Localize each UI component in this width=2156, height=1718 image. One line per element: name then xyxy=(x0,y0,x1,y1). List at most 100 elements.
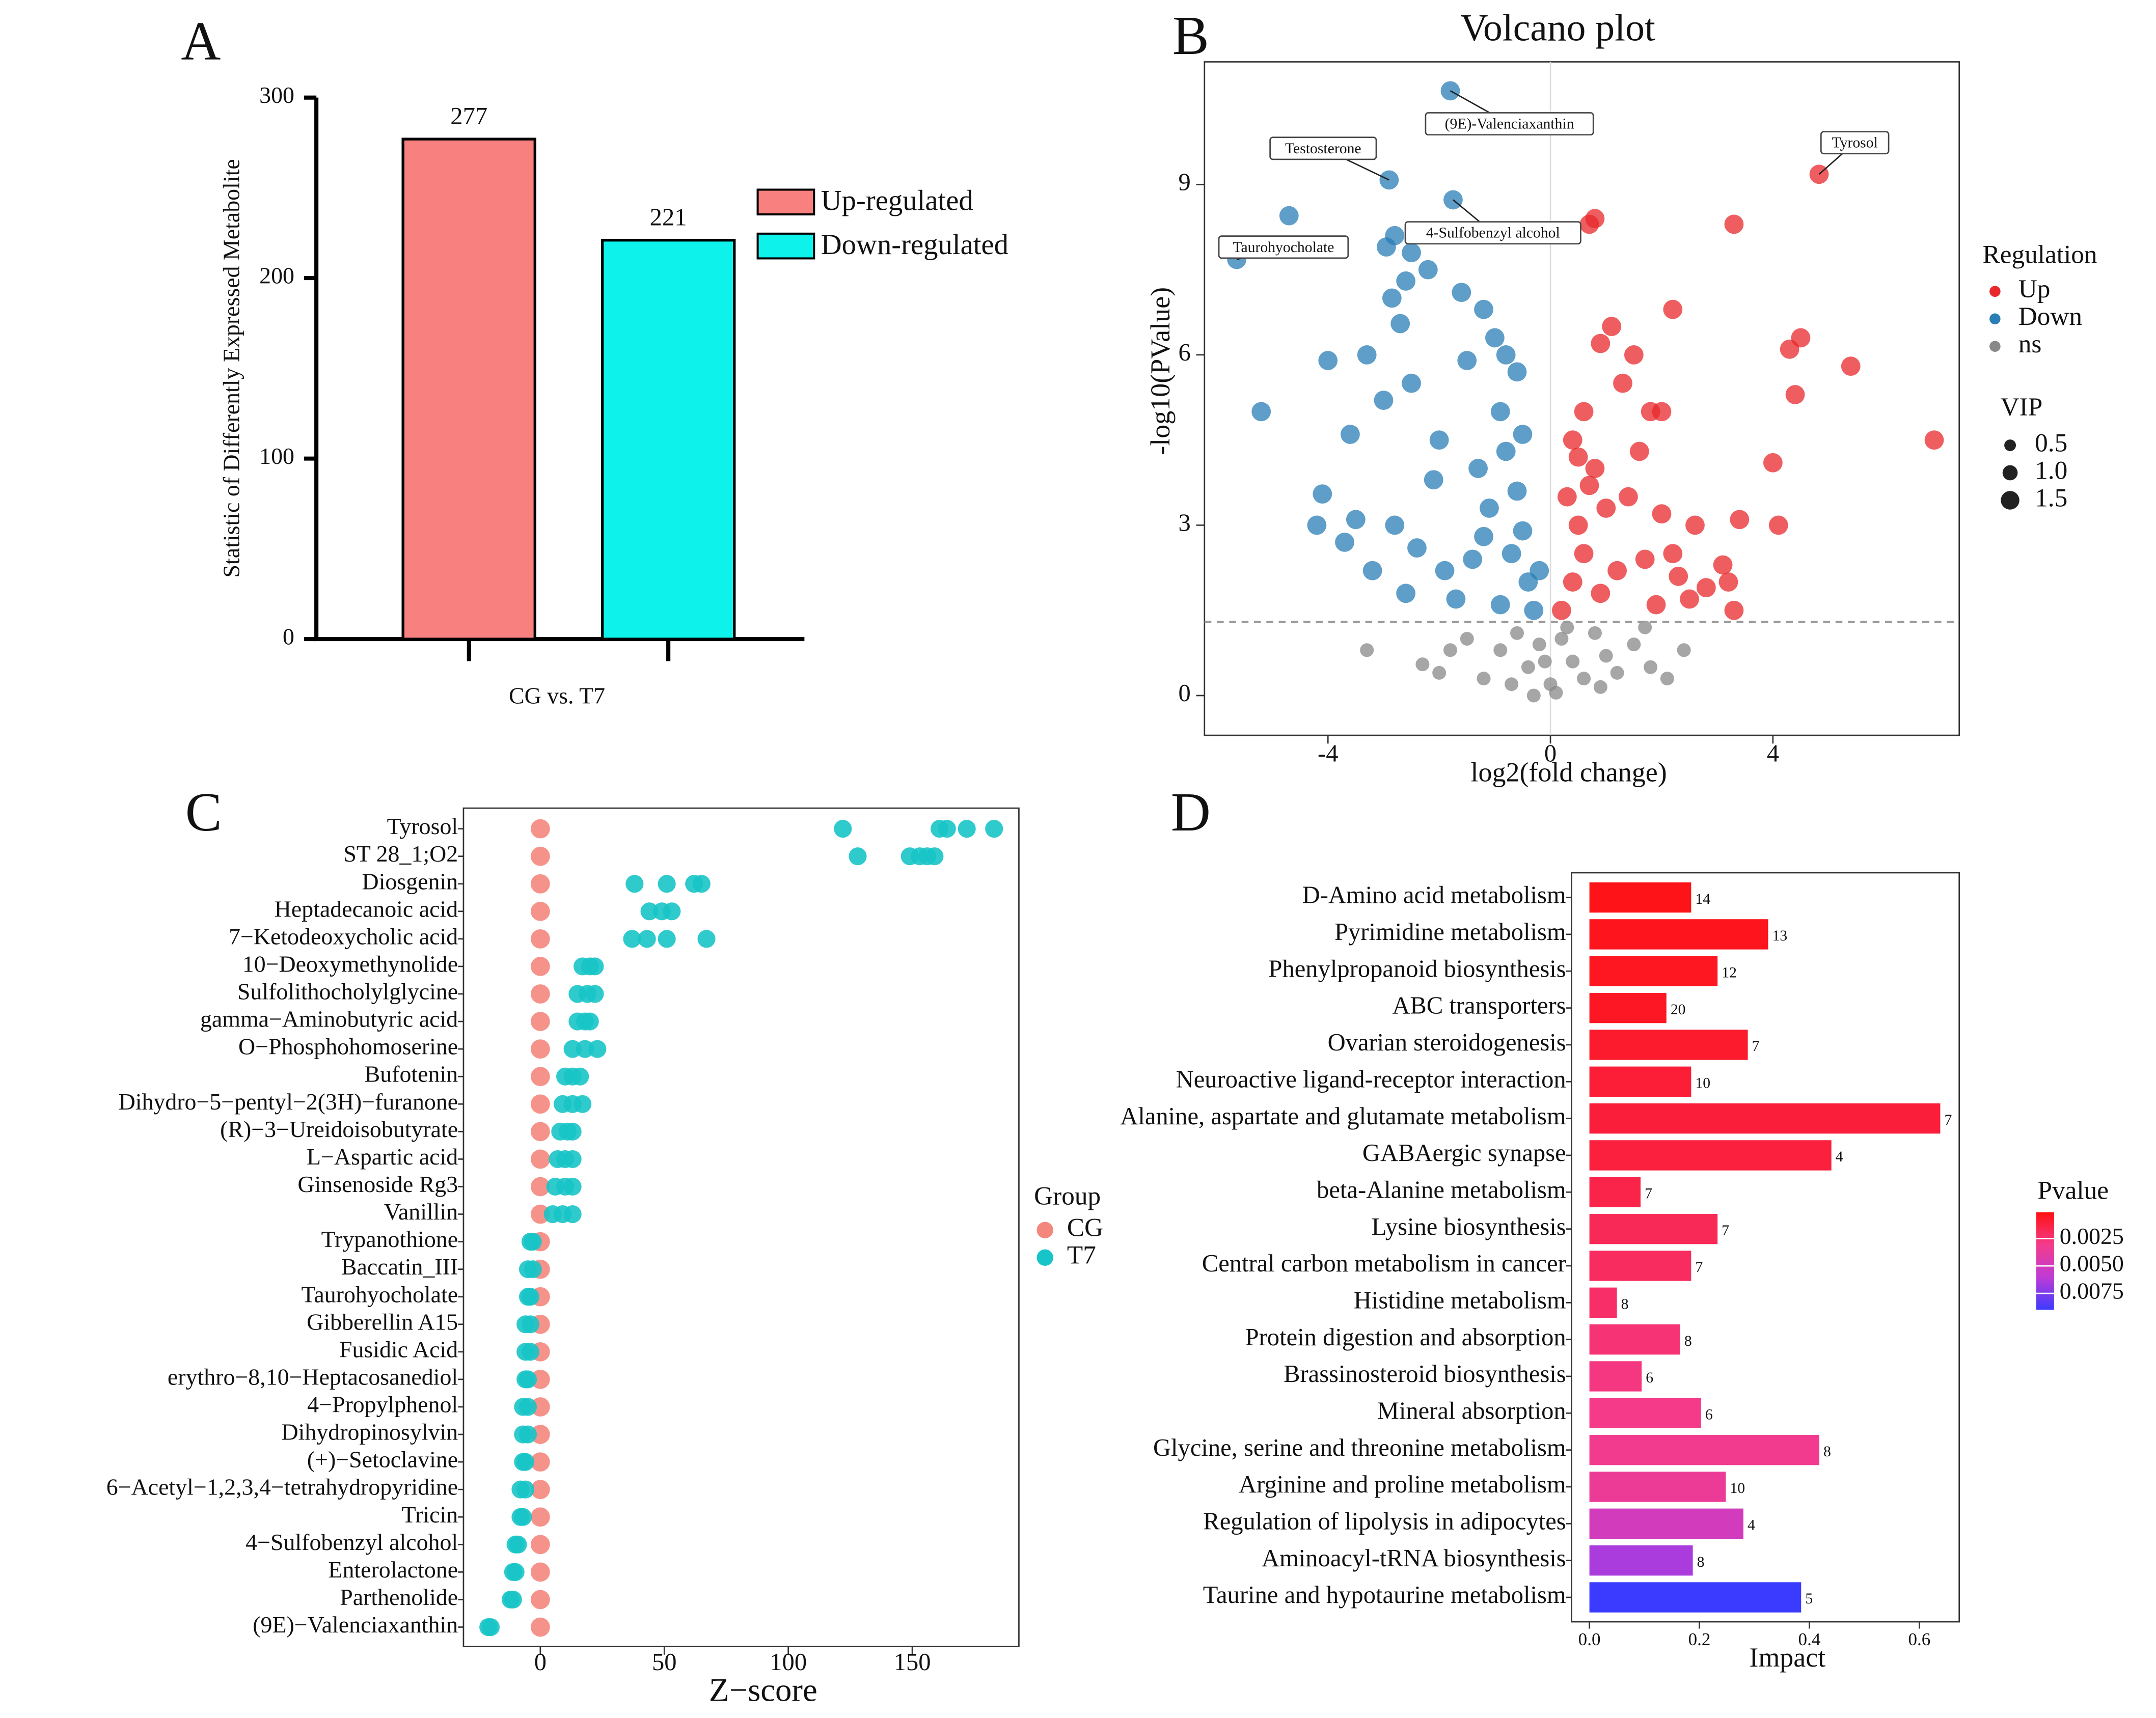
dot xyxy=(530,901,550,921)
legend-label: ns xyxy=(2018,329,2042,358)
y-tick-label: 10−Deoxymethynolide xyxy=(242,951,458,977)
y-tick-label: Dihydropinosylvin xyxy=(282,1419,458,1445)
point xyxy=(1490,402,1510,422)
count-label: 14 xyxy=(1695,891,1710,907)
point xyxy=(1677,643,1691,657)
annotation-label: Testosterone xyxy=(1285,141,1361,157)
bar xyxy=(1589,1545,1693,1576)
point xyxy=(1502,544,1521,564)
point xyxy=(1505,677,1519,691)
legend-label: Up xyxy=(2018,274,2051,303)
point xyxy=(1407,538,1427,558)
point xyxy=(1377,237,1396,257)
point xyxy=(1396,584,1416,603)
count-label: 6 xyxy=(1646,1370,1653,1386)
bar xyxy=(1589,882,1691,913)
bar xyxy=(1589,1287,1617,1318)
y-tick-label: 9 xyxy=(1179,168,1191,196)
dot xyxy=(530,1397,550,1417)
dot xyxy=(530,1094,550,1114)
point xyxy=(1599,649,1613,663)
point xyxy=(1418,260,1438,280)
dot xyxy=(530,1204,550,1224)
point xyxy=(1360,643,1374,657)
point xyxy=(1627,638,1641,652)
bar xyxy=(1589,1508,1743,1539)
point xyxy=(1474,299,1493,319)
point xyxy=(1385,515,1405,535)
point xyxy=(1568,447,1588,467)
point xyxy=(1780,339,1799,359)
point xyxy=(1574,544,1594,564)
point xyxy=(1557,487,1577,507)
point xyxy=(1415,657,1430,672)
annotation-box xyxy=(1218,235,1349,259)
annotation-label: 4-Sulfobenzyl alcohol xyxy=(1426,225,1560,241)
point xyxy=(1560,620,1574,634)
y-tick-label: Taurine and hypotaurine metabolism xyxy=(1203,1581,1566,1609)
dot xyxy=(516,1480,535,1499)
point xyxy=(1646,595,1666,615)
point xyxy=(1680,589,1699,609)
point xyxy=(1452,283,1471,302)
dot xyxy=(638,930,656,948)
y-tick-label: Alanine, aspartate and glutamate metabol… xyxy=(1120,1102,1566,1130)
point xyxy=(1563,572,1582,592)
point xyxy=(1602,317,1622,337)
point xyxy=(1513,425,1533,444)
dot xyxy=(530,1067,550,1087)
size-legend-title: VIP xyxy=(2001,393,2043,422)
size-legend-marker xyxy=(2004,439,2016,452)
y-tick-label: erythro−8,10−Heptacosanediol xyxy=(168,1364,458,1390)
bar xyxy=(1589,1213,1718,1244)
legend-marker xyxy=(1036,1249,1053,1266)
point xyxy=(1424,470,1443,490)
dot xyxy=(530,1590,550,1610)
point xyxy=(1841,356,1861,376)
point xyxy=(1443,643,1457,657)
count-label: 8 xyxy=(1697,1554,1705,1570)
legend-marker xyxy=(1989,286,2001,297)
chart-title: Volcano plot xyxy=(1460,7,1655,49)
bar xyxy=(1589,1361,1642,1392)
point xyxy=(1382,288,1402,308)
point xyxy=(1457,351,1477,370)
point xyxy=(1669,566,1688,586)
dot xyxy=(530,957,550,976)
bar xyxy=(1589,956,1718,986)
point xyxy=(1730,510,1750,530)
x-tick-label: 4 xyxy=(1767,740,1779,767)
point xyxy=(1785,385,1805,404)
legend-label: CG xyxy=(1067,1213,1103,1242)
point xyxy=(1635,549,1655,569)
point xyxy=(1549,685,1563,700)
y-tick-label: Baccatin_III xyxy=(341,1254,458,1280)
y-tick-label: Phenylpropanoid biosynthesis xyxy=(1268,955,1566,982)
point xyxy=(1477,672,1491,686)
point xyxy=(1696,578,1716,598)
point xyxy=(1507,481,1527,501)
legend-swatch xyxy=(756,188,815,216)
y-tick-label: Protein digestion and absorption xyxy=(1245,1323,1566,1351)
point xyxy=(1585,459,1605,478)
y-tick-label: 4−Propylphenol xyxy=(307,1392,458,1418)
y-tick-label: Arginine and proline metabolism xyxy=(1239,1471,1566,1498)
dot xyxy=(530,846,550,866)
dot xyxy=(530,1177,550,1197)
annotation-label: (9E)-Valenciaxanthin xyxy=(1445,116,1574,132)
dot xyxy=(506,1563,525,1581)
point xyxy=(1507,362,1527,382)
point xyxy=(1357,345,1377,365)
y-tick-label: 200 xyxy=(259,263,294,289)
plot-frame xyxy=(1204,61,1960,736)
panel-letter: B xyxy=(1172,6,1209,66)
annotation-box xyxy=(1404,221,1581,245)
point xyxy=(1763,453,1783,473)
point xyxy=(1593,680,1607,694)
annotation-box xyxy=(1820,131,1890,155)
point xyxy=(1768,515,1788,535)
y-tick-label: L−Aspartic acid xyxy=(307,1144,458,1170)
point xyxy=(1496,345,1516,365)
y-tick-label: GABAergic synapse xyxy=(1362,1139,1566,1167)
